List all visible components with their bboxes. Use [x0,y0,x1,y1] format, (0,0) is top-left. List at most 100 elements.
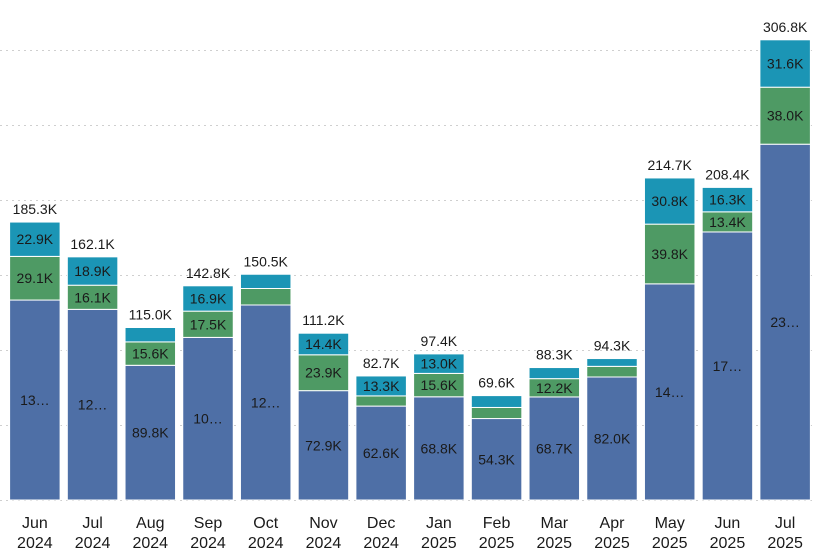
segment-value-label: 72.9K [305,437,342,453]
segment-value-label: 54.3K [478,451,515,467]
bar-segment [759,86,811,145]
bar-segment [701,186,754,213]
x-tick-label-year: 2025 [767,535,803,552]
bar-segment [239,304,292,501]
bar-segment [413,353,465,374]
segment-value-label: 17.5K [190,316,227,332]
x-tick-label-month: Jun [22,515,48,532]
x-tick-label-year: 2024 [17,535,53,552]
bar-segment [586,365,638,378]
x-tick-label-month: Jul [82,515,102,532]
bar-segment [124,327,177,343]
bar-segment [413,396,465,501]
segment-value-label: 39.8K [651,246,688,262]
bar-segment [182,310,234,338]
segment-value-label: 14.4K [305,336,342,352]
segment-value-label: 13… [20,392,50,408]
bar-segment [182,336,234,501]
x-tick-label-month: Dec [367,515,395,532]
x-tick-label-month: Nov [309,515,337,532]
bar-segment [182,285,234,312]
x-tick-label-year: 2025 [421,535,457,552]
segment-value-label: 68.8K [421,440,458,456]
segment-value-label: 23… [770,314,800,330]
segment-value-label: 82.0K [594,431,631,447]
bar-segment [239,273,292,289]
total-value-label: 88.3K [536,347,573,363]
segment-value-label: 10… [193,411,223,427]
bar-segment [66,256,119,286]
x-tick-label-year: 2024 [190,535,226,552]
total-value-label: 111.2K [302,312,345,328]
x-tick-label-year: 2025 [594,535,630,552]
segment-value-label: 18.9K [74,263,111,279]
x-tick-label-year: 2025 [710,535,746,552]
x-tick-label-month: May [655,515,685,532]
total-value-label: 97.4K [421,333,458,349]
total-value-label: 185.3K [13,201,58,217]
bar-segment [9,221,61,257]
bar-segment [66,284,119,310]
segment-value-label: 62.6K [363,445,400,461]
x-tick-label-month: Jun [715,515,741,532]
bar-segment [470,406,523,420]
x-tick-label-month: Jan [426,515,452,532]
x-tick-label-month: Mar [541,515,569,532]
segment-value-label: 16.1K [74,289,111,305]
bar-segment [701,231,754,501]
segment-value-label: 17… [713,358,743,374]
bar-segment [9,255,61,301]
total-value-label: 69.6K [478,375,515,391]
x-tick-label-year: 2024 [306,535,342,552]
segment-value-label: 22.9K [17,231,54,247]
segment-value-label: 13.0K [421,356,458,372]
bar-segment [297,354,350,392]
x-tick-label-year: 2025 [652,535,688,552]
segment-value-label: 15.6K [132,346,169,362]
segment-value-label: 31.6K [767,56,804,72]
total-value-label: 142.8K [186,265,231,281]
total-value-label: 94.3K [594,338,631,354]
segment-value-label: 13.4K [709,214,746,230]
x-tick-label-month: Feb [483,515,511,532]
x-tick-label-month: Jul [775,515,795,532]
segment-value-label: 89.8K [132,425,169,441]
total-value-label: 162.1K [70,236,115,252]
total-value-label: 208.4K [705,166,750,182]
total-value-label: 82.7K [363,355,400,371]
x-tick-label-year: 2024 [363,535,399,552]
bar-segment [239,288,292,306]
bar-segment [355,405,407,501]
bar-segment [355,395,407,407]
segment-value-label: 30.8K [651,193,688,209]
bar-segment [297,332,350,356]
bar-segment [124,364,177,501]
segment-value-label: 15.6K [421,377,458,393]
bar-segment [297,390,350,501]
segment-value-label: 16.3K [709,192,746,208]
bar-segment [586,376,638,501]
x-tick-label-year: 2024 [75,535,111,552]
bar-segment [9,299,61,501]
segment-value-label: 13.3K [363,378,400,394]
bar-segment [470,395,523,408]
bar-segment [586,358,638,367]
segment-value-label: 68.7K [536,440,573,456]
x-tick-label-month: Apr [600,515,626,532]
segment-value-label: 12.2K [536,380,573,396]
segment-value-label: 12… [251,395,281,411]
x-tick-label-year: 2025 [536,535,572,552]
segment-value-label: 23.9K [305,365,342,381]
segment-value-label: 12… [78,397,108,413]
bar-segment [759,39,811,88]
bar-segment [528,396,581,501]
x-tick-label-month: Aug [136,515,164,532]
bar-segment [528,367,581,380]
total-value-label: 214.7K [648,157,693,173]
total-value-label: 115.0K [129,307,173,323]
segment-value-label: 29.1K [17,270,54,286]
x-tick-label-year: 2024 [248,535,284,552]
bar-segment [643,177,696,225]
